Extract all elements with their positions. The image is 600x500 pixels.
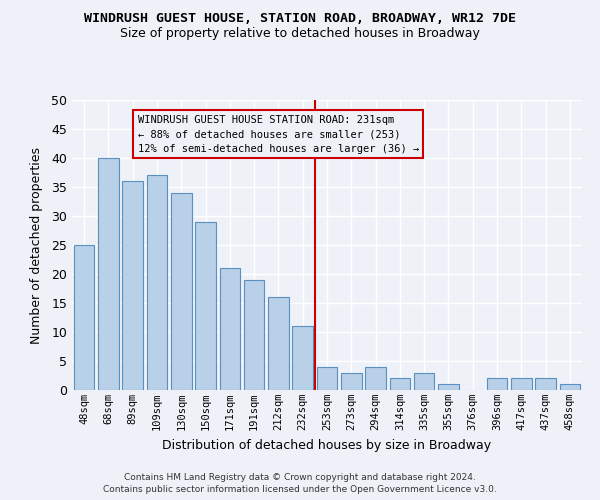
Bar [74,245,94,390]
X-axis label: Distribution of detached houses by size in Broadway: Distribution of detached houses by size … [163,438,491,452]
Text: WINDRUSH GUEST HOUSE, STATION ROAD, BROADWAY, WR12 7DE: WINDRUSH GUEST HOUSE, STATION ROAD, BROA… [84,12,516,26]
Bar [146,176,167,390]
Bar [244,280,265,390]
Bar [341,372,362,390]
Text: WINDRUSH GUEST HOUSE STATION ROAD: 231sqm
← 88% of detached houses are smaller (: WINDRUSH GUEST HOUSE STATION ROAD: 231sq… [137,114,419,154]
Bar [487,378,508,390]
Bar [122,181,143,390]
Bar [220,268,240,390]
Bar [389,378,410,390]
Bar [268,297,289,390]
Bar [292,326,313,390]
Bar [98,158,119,390]
Bar [171,193,191,390]
Bar [535,378,556,390]
Bar [511,378,532,390]
Text: Contains public sector information licensed under the Open Government Licence v3: Contains public sector information licen… [103,485,497,494]
Bar [317,367,337,390]
Y-axis label: Number of detached properties: Number of detached properties [30,146,43,344]
Bar [560,384,580,390]
Text: Contains HM Land Registry data © Crown copyright and database right 2024.: Contains HM Land Registry data © Crown c… [124,472,476,482]
Bar [195,222,216,390]
Bar [438,384,459,390]
Text: Size of property relative to detached houses in Broadway: Size of property relative to detached ho… [120,28,480,40]
Bar [414,372,434,390]
Bar [365,367,386,390]
